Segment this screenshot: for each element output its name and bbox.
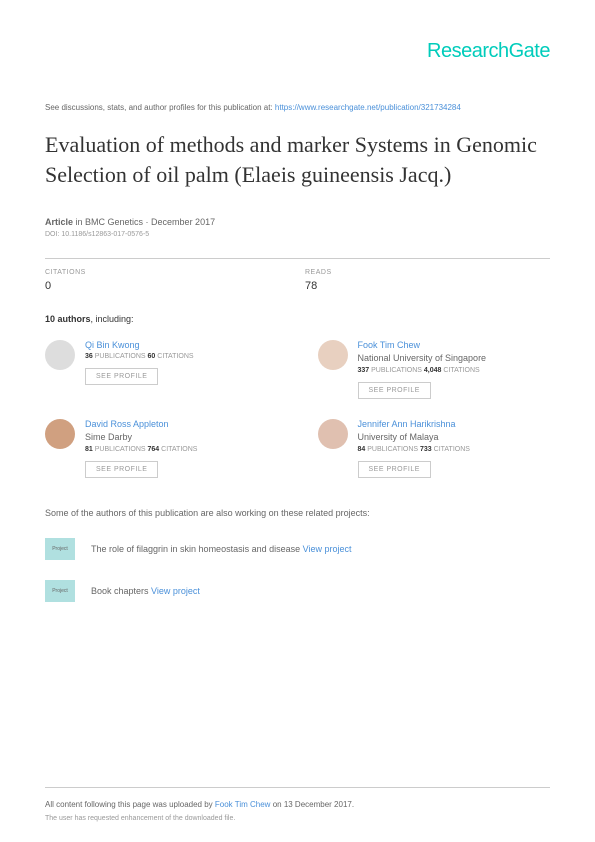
project-icon: Project [45,580,75,602]
project-row: Project Book chapters View project [45,580,550,602]
avatar [318,419,348,449]
authors-intro: 10 authors, including: [45,314,550,324]
footer-upload-info: All content following this page was uplo… [45,800,550,809]
avatar [45,419,75,449]
cite-count: 733 [420,446,432,453]
authors-grid: Qi Bin Kwong 36 PUBLICATIONS 60 CITATION… [45,340,550,478]
author-affiliation: Sime Darby [85,432,278,442]
intro-prefix: See discussions, stats, and author profi… [45,103,275,112]
project-row: Project The role of filaggrin in skin ho… [45,538,550,560]
pub-label: PUBLICATIONS [365,446,420,453]
footer-prefix: All content following this page was uplo… [45,800,215,809]
see-profile-button[interactable]: SEE PROFILE [85,368,158,385]
cite-label: CITATIONS [159,446,197,453]
see-profile-button[interactable]: SEE PROFILE [358,382,431,399]
pub-count: 36 [85,353,93,360]
publication-link[interactable]: https://www.researchgate.net/publication… [275,103,461,112]
article-in: in [73,217,85,227]
author-card: Jennifer Ann Harikrishna University of M… [318,419,551,478]
author-name-link[interactable]: Jennifer Ann Harikrishna [358,419,551,429]
citations-value: 0 [45,280,165,292]
reads-block: READS 78 [305,269,425,292]
page-title: Evaluation of methods and marker Systems… [45,130,550,189]
project-icon: Project [45,538,75,560]
stats-row: CITATIONS 0 READS 78 [45,258,550,292]
cite-label: CITATIONS [155,353,193,360]
pub-count: 337 [358,367,370,374]
researchgate-logo: ResearchGate [45,40,550,63]
project-text: Book chapters View project [91,586,200,596]
project-title: Book chapters [91,586,151,596]
author-info: Jennifer Ann Harikrishna University of M… [358,419,551,478]
reads-label: READS [305,269,425,276]
footer-author-link[interactable]: Fook Tim Chew [215,800,271,809]
author-card: David Ross Appleton Sime Darby 81 PUBLIC… [45,419,278,478]
projects-intro: Some of the authors of this publication … [45,508,550,518]
reads-value: 78 [305,280,425,292]
avatar [45,340,75,370]
cite-count: 4,048 [424,367,442,374]
article-info: Article in BMC Genetics · December 2017 [45,217,550,227]
view-project-link[interactable]: View project [151,586,200,596]
author-info: Fook Tim Chew National University of Sin… [358,340,551,399]
author-metrics: 84 PUBLICATIONS 733 CITATIONS [358,446,551,453]
author-name-link[interactable]: Qi Bin Kwong [85,340,278,350]
author-card: Fook Tim Chew National University of Sin… [318,340,551,399]
project-title: The role of filaggrin in skin homeostasi… [91,544,303,554]
pub-label: PUBLICATIONS [93,353,148,360]
project-text: The role of filaggrin in skin homeostasi… [91,544,351,554]
doi-text: DOI: 10.1186/s12863-017-0576-5 [45,231,550,238]
avatar [318,340,348,370]
citations-block: CITATIONS 0 [45,269,165,292]
author-metrics: 36 PUBLICATIONS 60 CITATIONS [85,353,278,360]
author-name-link[interactable]: David Ross Appleton [85,419,278,429]
article-label: Article [45,217,73,227]
pub-label: PUBLICATIONS [369,367,424,374]
intro-text: See discussions, stats, and author profi… [45,103,550,112]
author-card: Qi Bin Kwong 36 PUBLICATIONS 60 CITATION… [45,340,278,399]
citations-label: CITATIONS [45,269,165,276]
authors-suffix: , including: [91,314,134,324]
authors-count: 10 authors [45,314,91,324]
author-affiliation: National University of Singapore [358,353,551,363]
author-info: Qi Bin Kwong 36 PUBLICATIONS 60 CITATION… [85,340,278,399]
pub-label: PUBLICATIONS [93,446,148,453]
cite-label: CITATIONS [441,367,479,374]
view-project-link[interactable]: View project [303,544,352,554]
cite-label: CITATIONS [432,446,470,453]
footer: All content following this page was uplo… [45,787,550,822]
footer-enhancement-note: The user has requested enhancement of th… [45,815,550,822]
see-profile-button[interactable]: SEE PROFILE [85,461,158,478]
author-metrics: 337 PUBLICATIONS 4,048 CITATIONS [358,367,551,374]
author-metrics: 81 PUBLICATIONS 764 CITATIONS [85,446,278,453]
author-info: David Ross Appleton Sime Darby 81 PUBLIC… [85,419,278,478]
author-name-link[interactable]: Fook Tim Chew [358,340,551,350]
author-affiliation: University of Malaya [358,432,551,442]
see-profile-button[interactable]: SEE PROFILE [358,461,431,478]
article-journal: BMC Genetics · December 2017 [85,217,215,227]
cite-count: 764 [148,446,160,453]
pub-count: 81 [85,446,93,453]
footer-suffix: on 13 December 2017. [270,800,354,809]
